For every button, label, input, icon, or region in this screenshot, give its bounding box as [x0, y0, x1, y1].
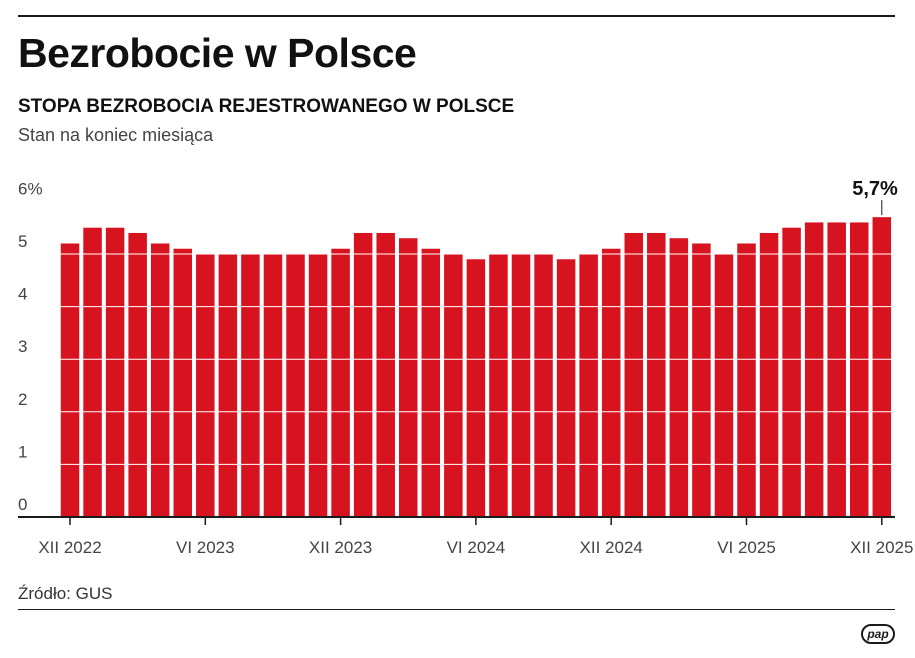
source-note: Źródło: GUS: [18, 584, 113, 603]
bar: [173, 248, 192, 517]
bar: [489, 254, 508, 517]
x-tick-label: VI 2025: [717, 538, 776, 557]
y-tick-label: 2: [18, 390, 27, 409]
bar: [353, 232, 373, 517]
bar: [196, 254, 215, 517]
y-tick-label: 1: [18, 442, 27, 461]
bar: [850, 222, 869, 517]
y-axis-labels: 0 1 2 3 4 5 6%: [18, 179, 43, 514]
bottom-rule: [18, 609, 895, 610]
bar: [669, 238, 689, 517]
x-tick-label: XII 2022: [38, 538, 101, 557]
top-rule: [18, 15, 895, 17]
y-tick-label: 0: [18, 495, 27, 514]
bar: [376, 232, 395, 517]
bar: [804, 222, 824, 517]
bar: [647, 232, 666, 517]
bar: [128, 232, 147, 517]
x-tick-label: XII 2025: [850, 538, 913, 557]
bar: [466, 259, 486, 517]
chart-subtitle: STOPA BEZROBOCIA REJESTROWANEGO W POLSCE: [18, 96, 515, 117]
gridlines: [18, 200, 895, 465]
bar: [601, 248, 621, 517]
annotation-label: 5,7%: [852, 178, 898, 200]
bar: [556, 259, 576, 517]
y-tick-label: 5: [18, 232, 27, 251]
bar: [714, 254, 734, 517]
y-tick-label: 4: [18, 285, 27, 304]
bar: [399, 238, 418, 517]
y-tick-label: 6%: [18, 179, 43, 198]
y-tick-label: 3: [18, 337, 27, 356]
bar: [308, 254, 328, 517]
bar: [444, 254, 463, 517]
x-tick-label: XII 2024: [580, 538, 643, 557]
bar: [872, 217, 892, 517]
bar: [692, 243, 711, 517]
chart-note: Stan na koniec miesiąca: [18, 125, 214, 145]
pap-logo: pap: [861, 624, 895, 644]
x-tick-label: VI 2023: [176, 538, 235, 557]
bar: [624, 232, 643, 517]
bar: [286, 254, 305, 517]
bars: [60, 217, 892, 517]
bar: [150, 243, 170, 517]
x-axis-ticks: XII 2022 VI 2023 XII 2023 VI 2024 XII 2024 VI…: [38, 517, 913, 557]
bar: [218, 254, 238, 517]
bar: [511, 254, 531, 517]
bar: [759, 232, 779, 517]
bar: [579, 254, 598, 517]
bar: [737, 243, 756, 517]
bar: [83, 227, 102, 517]
bar: [827, 222, 846, 517]
bar: [782, 227, 801, 517]
bar: [534, 254, 553, 517]
bar: [241, 254, 260, 517]
bar: [421, 248, 441, 517]
x-tick-label: XII 2023: [309, 538, 372, 557]
bar: [263, 254, 283, 517]
bar: [60, 243, 80, 517]
value-annotation: 5,7%: [852, 178, 898, 216]
chart-title: Bezrobocie w Polsce: [18, 30, 417, 76]
x-tick-label: VI 2024: [447, 538, 506, 557]
bar: [105, 227, 125, 517]
bar: [331, 248, 350, 517]
